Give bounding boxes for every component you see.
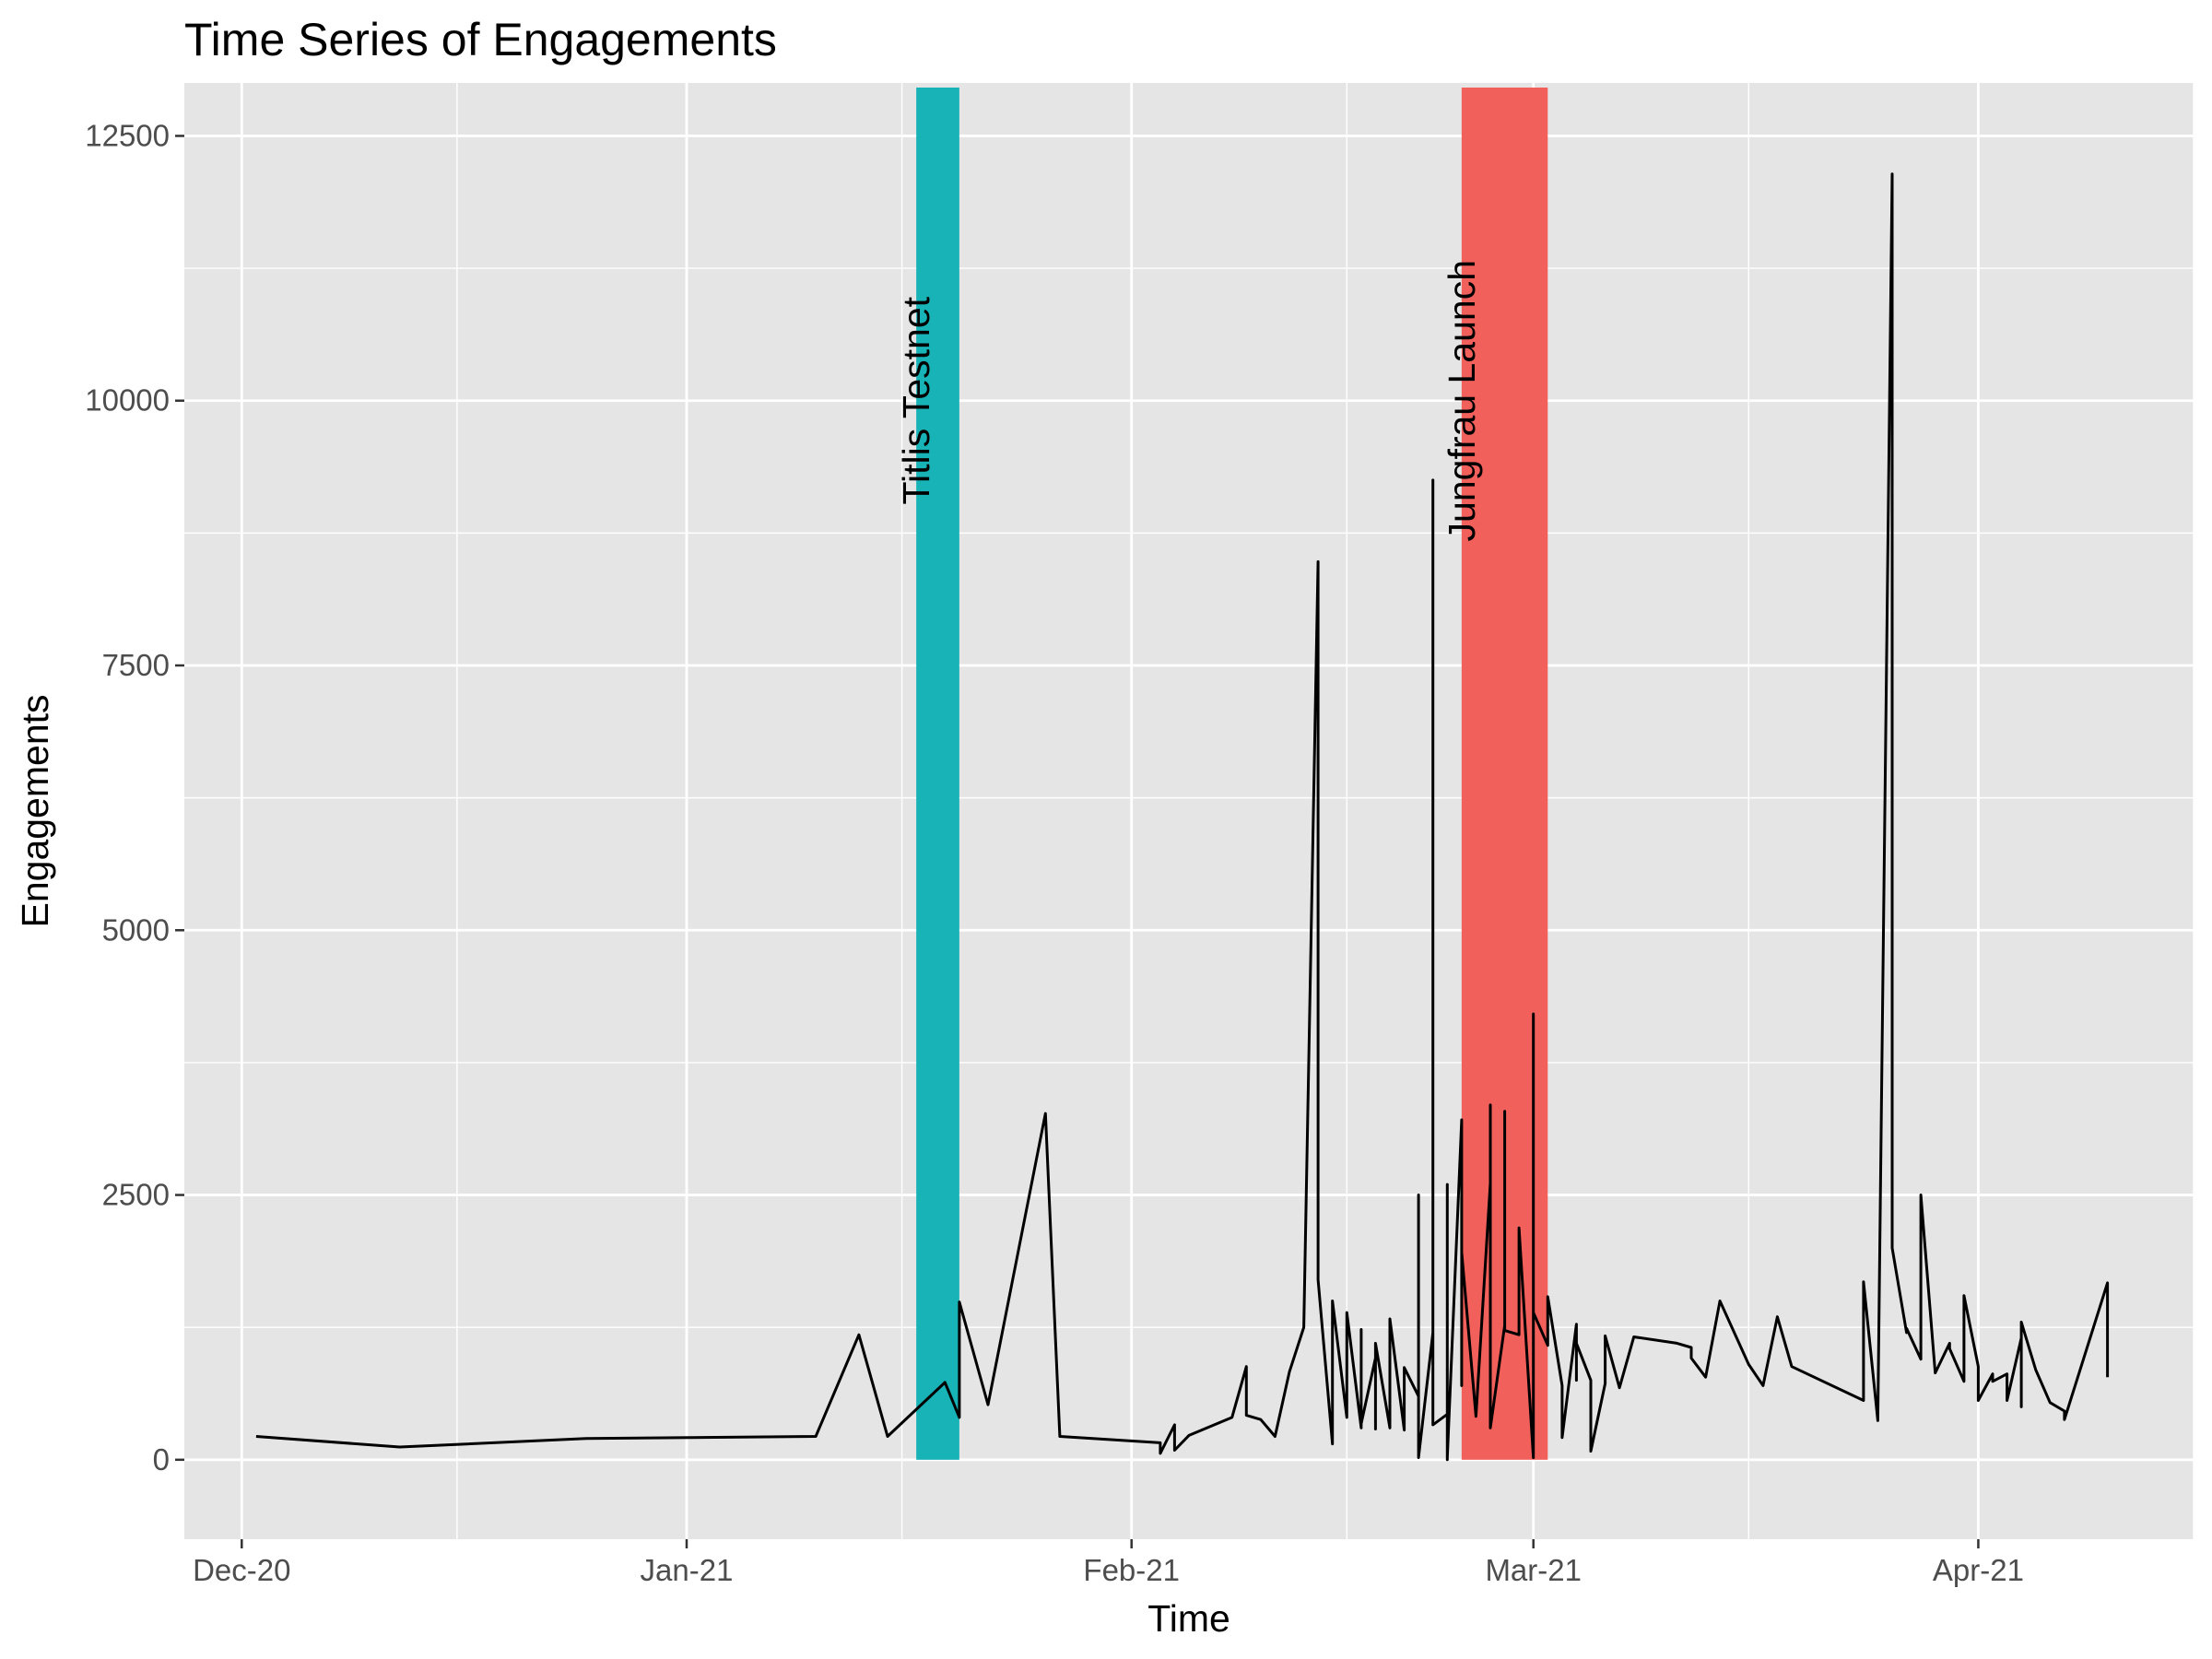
x-axis: Dec-20 Jan-21 Feb-21 Mar-21 Apr-21 — [193, 1539, 2024, 1587]
annotation-label: Titlis Testnet — [895, 296, 937, 504]
y-axis-title: Engagements — [14, 694, 56, 927]
y-tick-label: 5000 — [102, 912, 170, 947]
annotation-band — [916, 88, 959, 1460]
series-line — [255, 172, 2110, 1462]
x-tick-label: Dec-20 — [193, 1553, 290, 1587]
plot-panel — [184, 83, 2194, 1539]
y-tick-label: 12500 — [85, 118, 170, 152]
x-tick-label: Mar-21 — [1485, 1553, 1582, 1587]
y-axis: 0 2500 5000 7500 10000 12500 — [85, 118, 184, 1477]
series-layer — [255, 172, 2110, 1462]
x-tick-label: Apr-21 — [1933, 1553, 2024, 1587]
y-tick-label: 2500 — [102, 1178, 170, 1212]
minor-gridlines — [184, 83, 2194, 1539]
annotation-label: Jungfrau Launch — [1441, 260, 1483, 541]
y-tick-label: 10000 — [85, 383, 170, 418]
x-tick-label: Feb-21 — [1083, 1553, 1180, 1587]
annotation-labels: Titlis Testnet Jungfrau Launch — [895, 260, 1483, 541]
y-tick-label: 7500 — [102, 648, 170, 682]
x-tick-label: Jan-21 — [641, 1553, 734, 1587]
chart-title: Time Series of Engagements — [184, 14, 777, 65]
y-tick-label: 0 — [153, 1442, 170, 1477]
x-axis-title: Time — [1147, 1597, 1230, 1640]
